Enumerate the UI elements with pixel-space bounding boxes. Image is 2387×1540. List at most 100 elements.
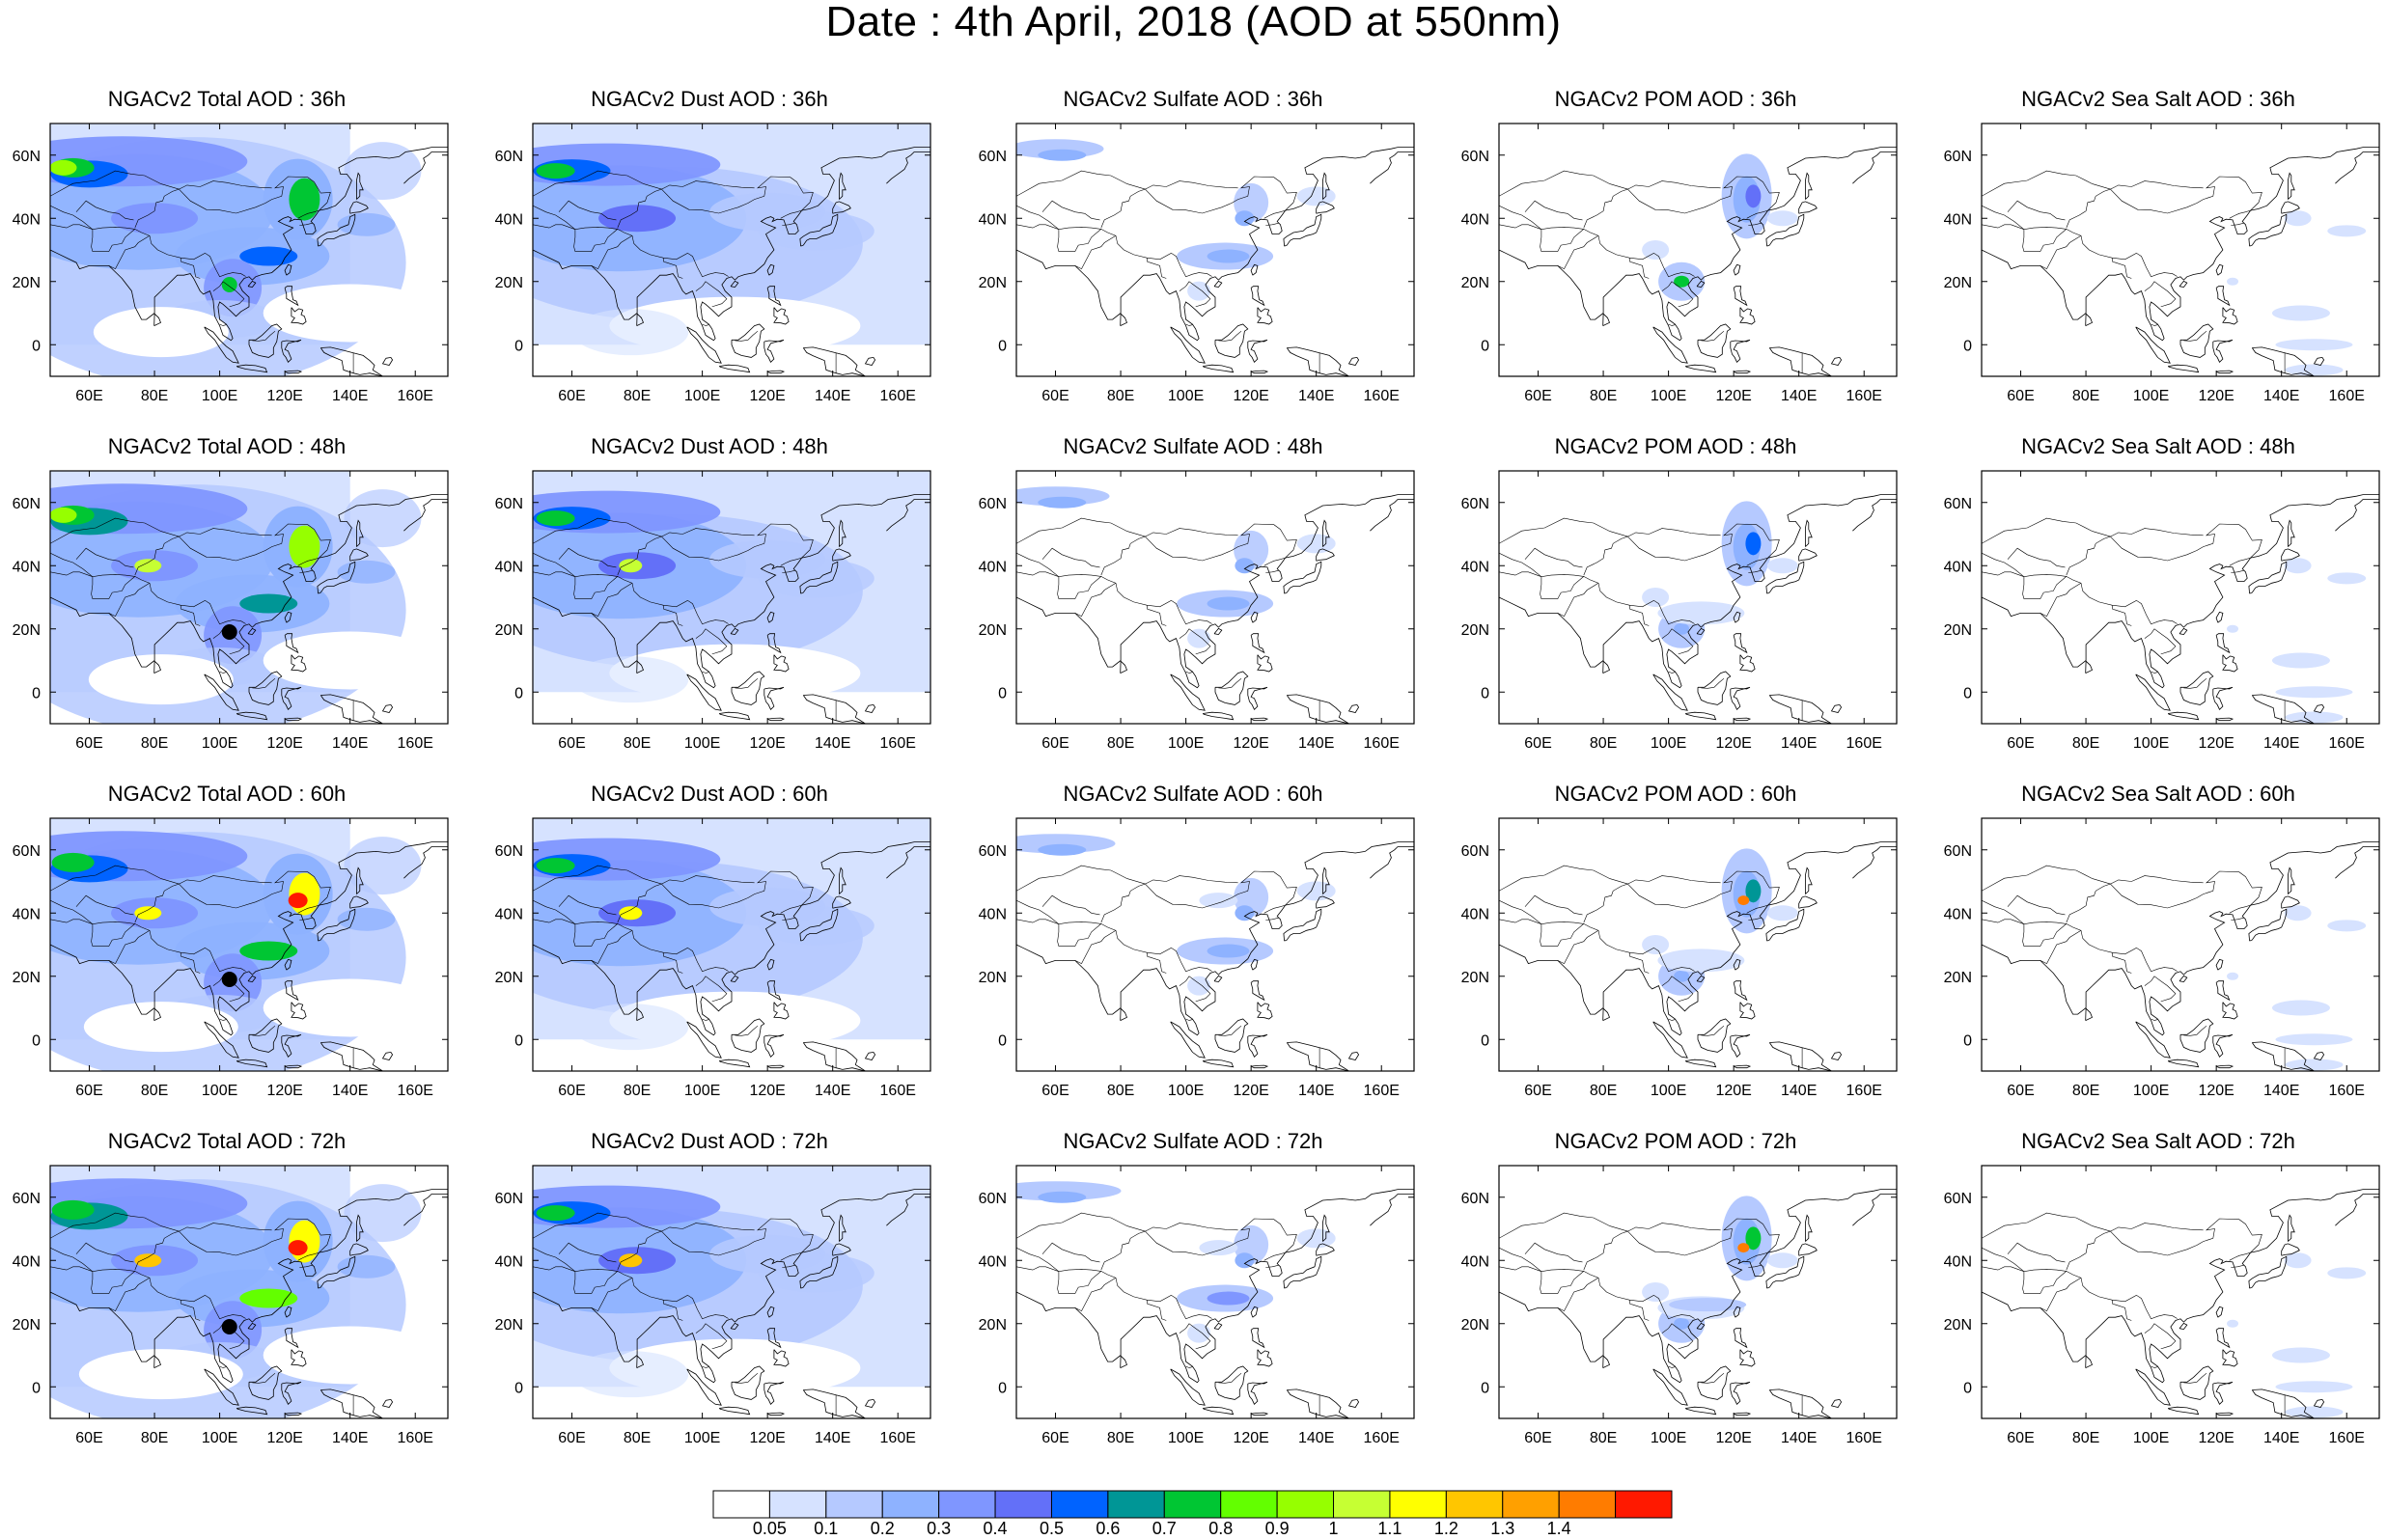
aod-map: 60E 80E 100E 120E 140E 160E 60N 40N 20N 0 [979,817,1415,1099]
lon-tick-label: 60E [2007,388,2034,404]
panel-title: NGACv2 Sea Salt AOD : 72h [2021,1129,2295,1153]
coastline [2215,1064,2234,1069]
country-border [252,330,276,342]
country-border [1628,258,1650,279]
coastline [284,286,299,307]
map-frame [49,817,449,1072]
lat-tick-label: 0 [1963,1380,1972,1396]
country-border [780,209,802,219]
lat-tick-label: 0 [32,1032,41,1049]
coastlines [1499,1189,1897,1418]
coastline [343,375,344,376]
lat-tick-label: 20N [495,1317,523,1334]
lat-tick-label: 20N [495,622,523,639]
lat-tick-label: 0 [998,1380,1007,1396]
lat-tick-label: 20N [495,275,523,291]
country-border [1661,976,1694,1003]
country-border [533,224,576,230]
country-border [1583,523,1780,576]
lat-tick-label: 20N [1944,970,1972,986]
country-border [1016,1212,1146,1239]
aod-field [1016,1166,1414,1418]
coastline [886,499,930,532]
coastline [1370,1194,1414,1226]
country-border [558,200,617,221]
lon-tick-label: 160E [2329,388,2365,404]
coastline [1120,660,1128,674]
coastline [1170,326,1206,364]
coastline [1733,1064,1752,1069]
aod-region [239,593,298,614]
lon-tick-label: 60E [1524,388,1551,404]
lon-tick-label: 100E [202,1430,237,1446]
coastline [533,147,930,342]
coastline [2215,958,2224,971]
coastline [1257,1349,1273,1367]
country-border [1557,235,1599,269]
coastline [1250,717,1269,722]
aod-region [1187,628,1211,648]
coastline [1602,1007,1611,1021]
coastline [2288,172,2295,200]
country-border [1499,224,1542,230]
coastline [533,494,930,689]
country-border [782,569,795,573]
country-border [2231,222,2244,226]
aod-map: 60E 80E 100E 120E 140E 160E 60N 40N 20N 0 [495,817,931,1099]
country-border [2183,1025,2207,1036]
lat-tick-label: 40N [979,211,1007,228]
coastline [1309,1417,1310,1418]
coastline [1213,280,1223,289]
aod-region [1642,240,1670,260]
lat-tick-label: 60N [495,149,523,165]
coastline [773,307,790,325]
country-border [1016,865,1146,892]
coastline [381,356,394,366]
map-panel-total-60h: NGACv2 Total AOD : 60h 60E 80E 100E 120E 140E… [0,782,454,1110]
lat-tick-label: 60N [1944,1191,1972,1207]
country-border [2040,583,2082,617]
colorbar-swatch [1050,1490,1109,1519]
lon-tick-label: 100E [1651,1430,1686,1446]
map-frame [532,817,931,1072]
coastline [2222,1002,2238,1020]
lat-tick-label: 60N [979,496,1007,512]
coastline [1697,671,1732,705]
aod-region [1766,1252,1798,1269]
taklamakan-plume [598,205,677,233]
lon-tick-label: 80E [1107,1083,1134,1099]
lat-tick-label: 60N [1944,496,1972,512]
coastline [2085,313,2094,326]
coastline [886,1194,930,1226]
coastlines [1982,147,2379,376]
coastline [2274,1417,2275,1418]
coastline [1798,1243,1818,1256]
lat-tick-label: 40N [1461,211,1489,228]
aod-region [1187,281,1211,301]
aod-region [134,1253,162,1268]
country-border [1982,517,2111,544]
country-border [1982,552,2178,625]
country-border [212,281,245,308]
aod-region [2285,364,2344,376]
lon-tick-label: 60E [1524,735,1551,752]
figure-title: Date : 4th April, 2018 (AOD at 550nm) [825,0,1562,45]
aod-region [2227,277,2239,286]
lon-tick-label: 60E [1524,1430,1551,1446]
aod-region [344,142,422,201]
coastline [1652,1021,1688,1059]
coastline [2222,1349,2238,1367]
lon-tick-label: 100E [1168,735,1204,752]
lat-tick-label: 20N [13,275,41,291]
country-border [1265,917,1279,921]
country-border [1016,1266,1060,1272]
aod-map: 60E 80E 100E 120E 140E 160E 60N 40N 20N 0 [1461,470,1898,752]
panel-title: NGACv2 Dust AOD : 72h [591,1129,828,1153]
lon-tick-label: 80E [1107,1430,1134,1446]
coastline [763,686,785,710]
coastline [1257,307,1273,325]
lon-tick-label: 100E [2133,388,2169,404]
coastline [718,1059,751,1068]
panel-title: NGACv2 Dust AOD : 48h [591,434,828,458]
coastline [1247,339,1268,363]
